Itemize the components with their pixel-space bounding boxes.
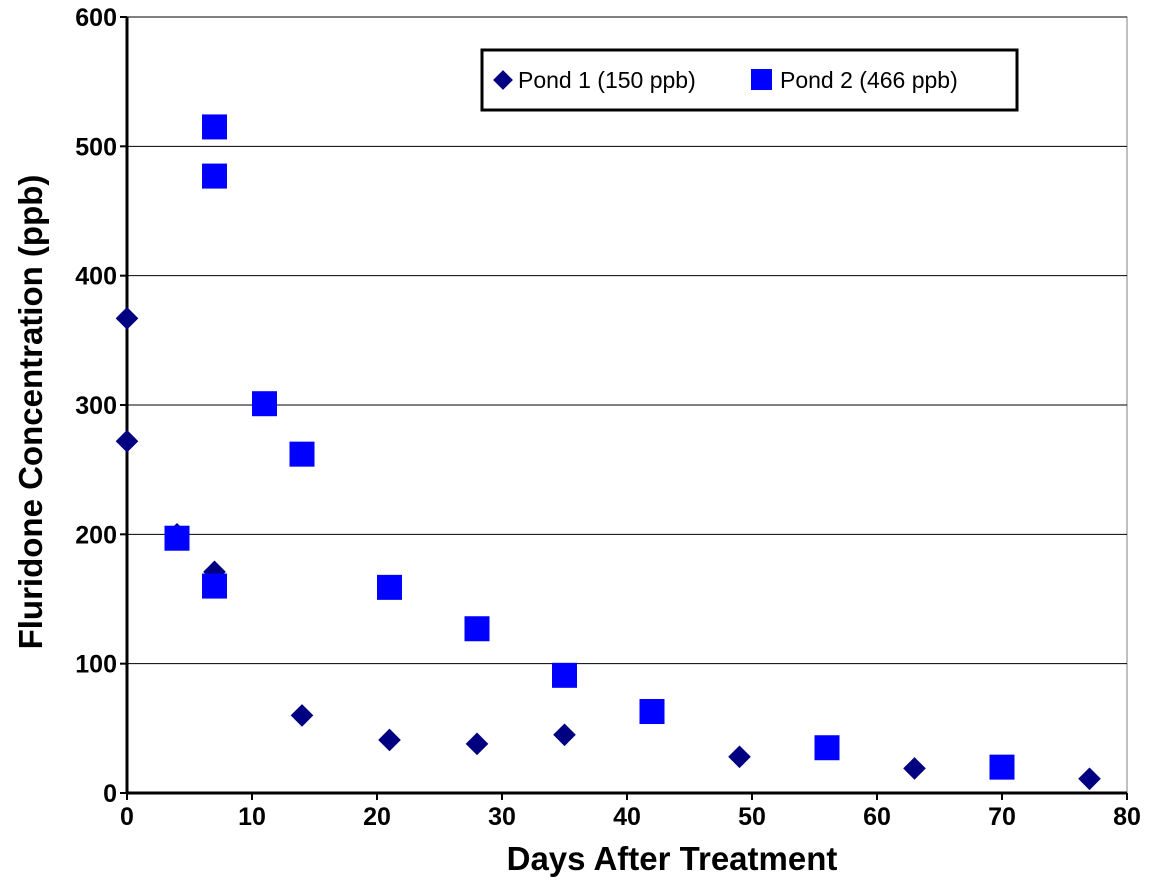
x-tick-label: 60 (863, 803, 891, 831)
pond-2-point (989, 754, 1015, 780)
x-tick-label: 50 (738, 803, 766, 831)
legend-label-pond-2: Pond 2 (466 ppb) (780, 67, 958, 93)
legend-label-pond-1: Pond 1 (150 ppb) (518, 67, 696, 93)
axes (120, 16, 1128, 800)
x-tick-label: 20 (363, 803, 391, 831)
x-tick-labels: 0 10 20 30 40 50 60 70 80 (120, 803, 1141, 831)
gridlines (127, 16, 1127, 665)
x-tick-label: 10 (238, 803, 266, 831)
legend-marker-pond-2 (751, 69, 772, 90)
legend-box (480, 48, 1019, 112)
y-tick-label: 400 (75, 263, 117, 291)
pond-2-point (289, 441, 315, 467)
x-tick-label: 30 (488, 803, 516, 831)
legend: Pond 1 (150 ppb) Pond 2 (466 ppb) (480, 48, 1019, 112)
x-tick-label: 0 (120, 803, 134, 831)
legend-marker-pond-1 (493, 70, 513, 90)
y-axis-title: Fluridone Concentration (ppb) (12, 175, 49, 650)
pond-2-point (639, 699, 665, 725)
y-tick-label: 500 (75, 133, 117, 161)
pond-2-point (552, 662, 577, 688)
y-tick-label: 600 (75, 4, 117, 32)
pond-2-point (202, 573, 227, 599)
pond-2-point (164, 525, 190, 551)
y-tick-labels: 0 100 200 300 400 500 600 (75, 4, 117, 808)
y-tick-label: 100 (75, 651, 117, 679)
y-tick-label: 300 (75, 392, 117, 420)
pond-2-point (464, 616, 490, 642)
x-tick-label: 80 (1113, 803, 1141, 831)
pond-2-point (202, 163, 227, 189)
x-tick-label: 40 (613, 803, 641, 831)
pond-2-point (377, 574, 402, 600)
x-axis-title: Days After Treatment (507, 840, 838, 877)
pond-2-point (202, 114, 227, 140)
pond-2-point (814, 735, 840, 761)
pond-2-point (252, 391, 277, 417)
y-tick-label: 200 (75, 521, 117, 549)
x-tick-label: 70 (988, 803, 1016, 831)
y-tick-label: 0 (103, 780, 117, 808)
